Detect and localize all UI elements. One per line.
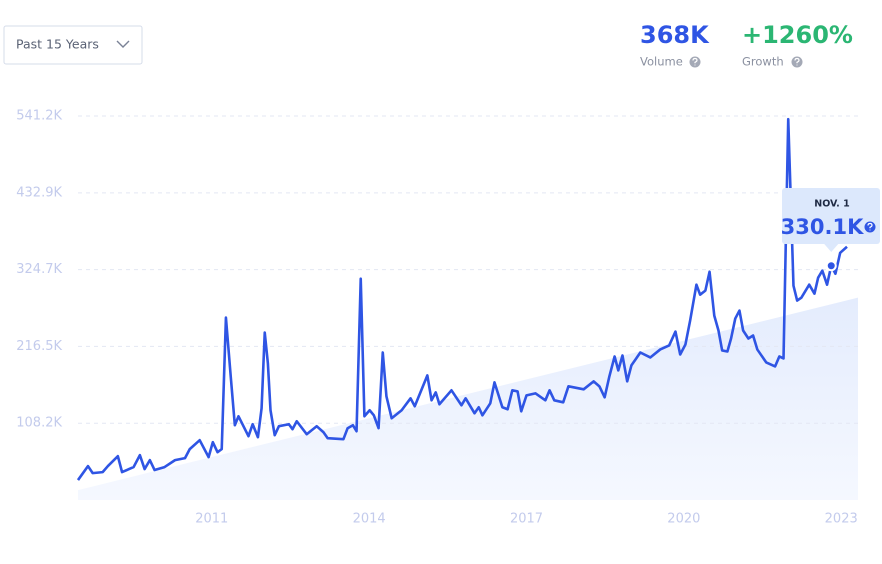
tooltip: NOV. 1 330.1K bbox=[781, 188, 880, 252]
help-icon[interactable] bbox=[689, 56, 701, 68]
volume-value: 368K bbox=[640, 21, 710, 49]
x-tick-label: 2023 bbox=[825, 512, 858, 527]
trend-area bbox=[78, 297, 858, 500]
y-tick-label: 216.5K bbox=[16, 339, 62, 354]
range-selector[interactable]: Past 15 Years bbox=[3, 25, 143, 65]
growth-label: Growth bbox=[742, 55, 784, 69]
growth-value: +1260% bbox=[742, 21, 853, 49]
x-tick-label: 2020 bbox=[667, 512, 700, 527]
help-icon[interactable] bbox=[791, 56, 803, 68]
x-tick-label: 2014 bbox=[353, 512, 386, 527]
tooltip-box bbox=[782, 188, 880, 244]
tooltip-value: 330.1K bbox=[781, 215, 864, 239]
series-line bbox=[76, 117, 848, 481]
tooltip-pointer bbox=[824, 244, 839, 252]
x-tick-label: 2011 bbox=[195, 512, 228, 527]
plot-area: 108.2K 216.5K 324.7K 432.9K 541.2K 2011 2014 20… bbox=[16, 109, 880, 527]
dropdown-label[interactable]: Past 15 Years bbox=[16, 37, 99, 52]
volume-label: Volume bbox=[640, 55, 683, 69]
tooltip-point bbox=[825, 260, 837, 272]
y-tick-label: 324.7K bbox=[16, 262, 62, 277]
dropdown-box[interactable] bbox=[3, 25, 143, 65]
y-tick-label: 432.9K bbox=[16, 185, 62, 200]
tooltip-date: NOV. 1 bbox=[814, 199, 849, 210]
y-tick-label: 108.2K bbox=[16, 416, 62, 431]
x-tick-label: 2017 bbox=[510, 512, 543, 527]
help-icon-glyph bbox=[867, 222, 873, 231]
chevron[interactable] bbox=[116, 40, 130, 48]
help-icon bbox=[864, 221, 876, 233]
y-tick-label: 541.2K bbox=[16, 109, 62, 124]
